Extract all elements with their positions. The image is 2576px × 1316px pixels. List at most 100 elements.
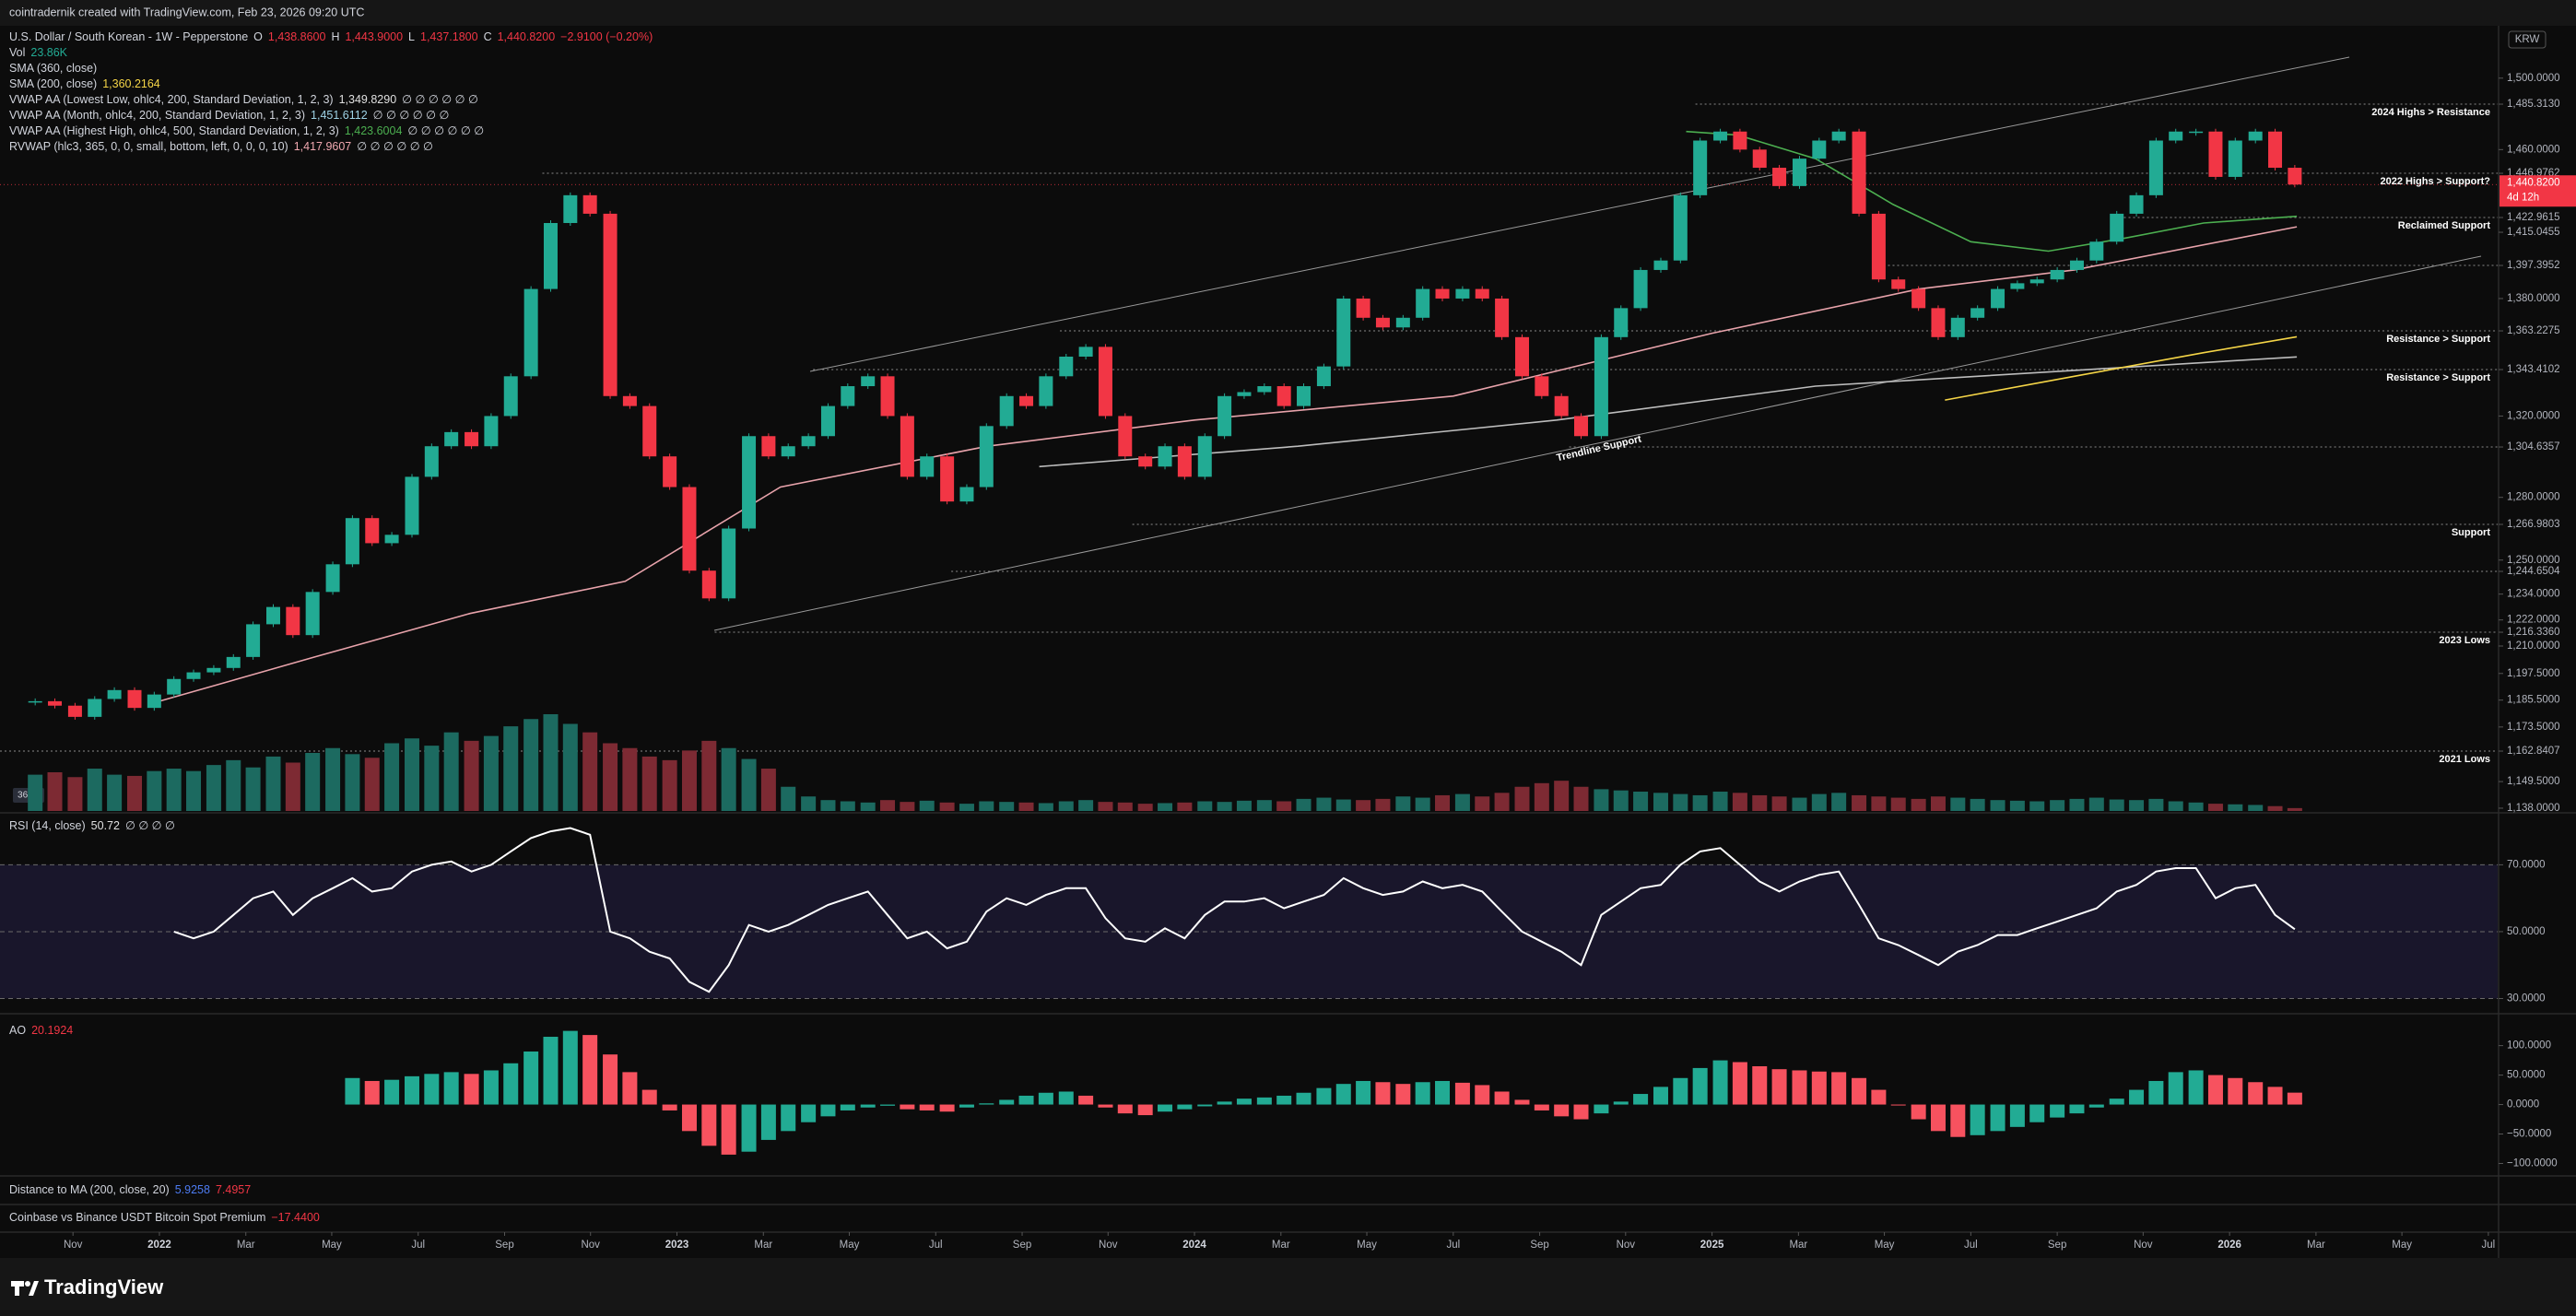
ao-bar: [1752, 1065, 1768, 1105]
candle-body: [2129, 194, 2144, 214]
trendlines: [713, 56, 2482, 631]
legend-part: −2.9100 (−0.20%): [560, 30, 653, 43]
ao-bar: [2129, 1089, 2145, 1105]
candle-body: [701, 570, 716, 599]
candle-body: [801, 436, 816, 447]
ao-bar: [1058, 1091, 1074, 1105]
candle-body: [1931, 308, 1946, 337]
volume-bar: [285, 762, 300, 811]
candle-body: [563, 194, 578, 223]
ao-bar: [582, 1035, 598, 1105]
candle-body: [1614, 308, 1629, 337]
candle-body: [1257, 386, 1272, 393]
candle-body: [167, 678, 182, 695]
volume-bar: [959, 804, 974, 811]
x-tick-label: Mar: [2307, 1240, 2325, 1251]
candle-body: [1197, 436, 1212, 477]
ao-bar: [1137, 1104, 1153, 1116]
volume-bar: [622, 747, 638, 811]
legend-part: C: [484, 30, 492, 43]
candle-body: [265, 606, 280, 625]
volume-bar: [801, 796, 817, 811]
ao-bar: [1633, 1094, 1649, 1105]
candle-body: [444, 431, 459, 447]
volume-bar: [1653, 793, 1668, 811]
footer: [0, 1258, 2576, 1316]
ao-bar: [1692, 1067, 1708, 1105]
volume-bar: [2050, 800, 2065, 811]
candle-body: [107, 689, 122, 699]
ao-bar: [2207, 1075, 2223, 1105]
legend-row: SMA (360, close): [9, 62, 97, 75]
ao-bar: [979, 1103, 994, 1105]
legend-part: 1,423.6004: [345, 124, 403, 137]
volume-bar: [662, 759, 677, 811]
ao-bar: [2050, 1104, 2065, 1118]
volume-bar: [641, 756, 657, 811]
volume-bar: [1236, 800, 1252, 811]
y-tick-label: 50.0000: [2507, 926, 2546, 937]
level-label: Resistance > Support: [2386, 334, 2490, 345]
x-tick-label: Mar: [237, 1240, 255, 1251]
candle-body: [582, 194, 597, 214]
ao-bar: [1990, 1104, 2006, 1132]
pane-frame: [0, 26, 2576, 1258]
candle-body: [1950, 317, 1965, 337]
ao-bar: [2148, 1080, 2164, 1105]
volume-bar: [1316, 797, 1332, 811]
candle-body: [920, 456, 935, 477]
candle-body: [999, 395, 1014, 427]
x-tick-label: Jul: [929, 1240, 943, 1251]
candle-body: [642, 405, 657, 457]
legend-part: 1,360.2164: [102, 77, 160, 90]
ao-bar: [404, 1075, 419, 1105]
legend-row: VWAP AA (Month, ohlc4, 200, Standard Dev…: [9, 109, 449, 122]
brand: TradingView: [44, 1275, 164, 1298]
x-tick-label: 2022: [147, 1240, 171, 1251]
legend-part: Distance to MA (200, close, 20): [9, 1183, 170, 1196]
ao-bar: [1078, 1095, 1094, 1105]
ao-bar: [681, 1104, 697, 1132]
ao-bar: [1217, 1101, 1232, 1105]
volume-bar: [28, 774, 43, 811]
candle-body: [1713, 131, 1728, 141]
ao-bar: [2109, 1099, 2124, 1105]
candle-body: [663, 456, 677, 488]
volume-bar: [760, 769, 776, 811]
ao-bar: [1514, 1099, 1530, 1105]
ao-bar: [2069, 1104, 2085, 1114]
candle-body: [384, 535, 399, 544]
candle-body: [1554, 395, 1569, 417]
candle-body: [1574, 416, 1589, 437]
ao-bar: [1177, 1104, 1193, 1110]
legend-part: 5.9258: [175, 1183, 210, 1196]
volume-bar: [1990, 800, 2006, 811]
x-tick-label: 2025: [1700, 1240, 1724, 1251]
ao-bar: [1890, 1104, 1906, 1106]
volume-bar: [1911, 798, 1926, 811]
x-tick-label: May: [1875, 1240, 1895, 1251]
candle-body: [206, 667, 221, 673]
volume-bar: [464, 740, 479, 811]
ao-bar: [603, 1054, 618, 1105]
candle-body: [543, 222, 558, 289]
x-tick-label: 2026: [2217, 1240, 2241, 1251]
candle-body: [48, 700, 63, 706]
volume-bar: [1395, 796, 1411, 811]
ao-bar: [2267, 1087, 2283, 1105]
volume-bar: [2148, 798, 2164, 811]
y-tick-label: 1,222.0000: [2507, 615, 2560, 626]
ao-bar: [1494, 1091, 1510, 1105]
ao-bar: [1256, 1097, 1272, 1105]
volume-bar: [345, 754, 360, 811]
ao-bar: [840, 1104, 855, 1110]
volume-bar: [1494, 793, 1510, 811]
volume-bar: [1554, 781, 1570, 811]
currency: KRW: [2515, 34, 2540, 45]
candle-body: [1633, 269, 1648, 309]
ao-bar: [721, 1104, 736, 1155]
volume-bar: [2267, 805, 2283, 811]
x-tick-label: Nov: [581, 1240, 600, 1251]
candle-body: [1276, 386, 1291, 406]
ao-bar: [1335, 1084, 1351, 1105]
